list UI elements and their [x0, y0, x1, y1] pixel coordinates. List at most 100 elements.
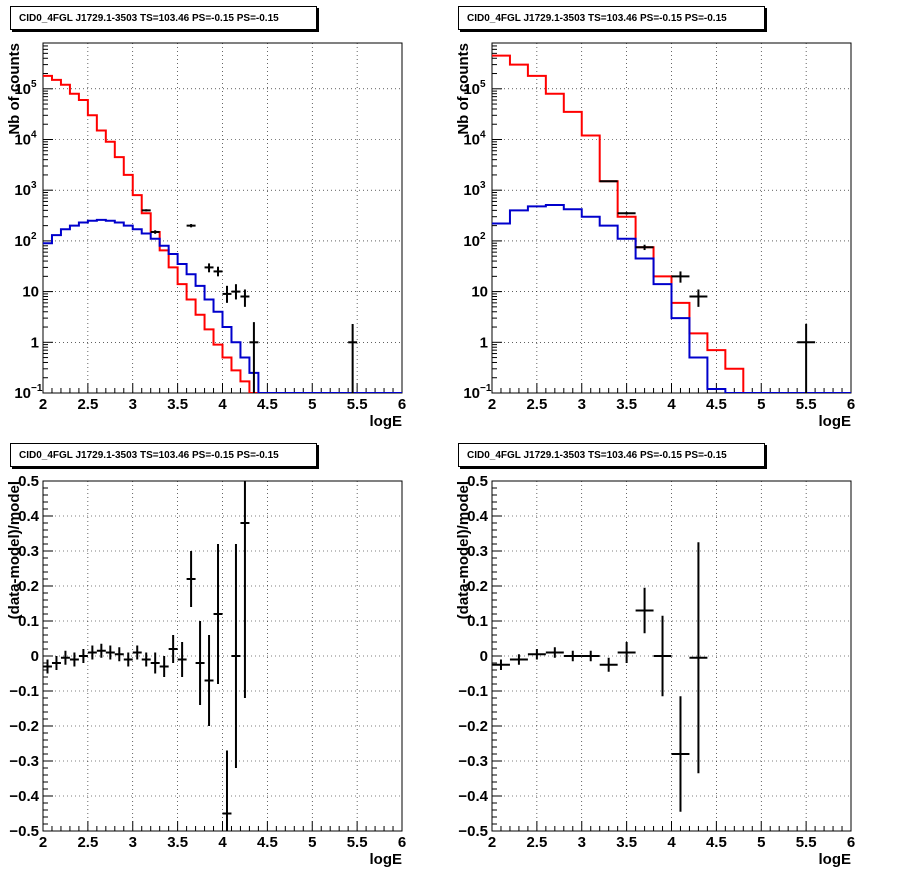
residual-point: [177, 642, 187, 677]
data-point: [689, 289, 708, 307]
residual-point: [563, 650, 582, 662]
y-tick-label: −0.5: [458, 823, 488, 840]
data-point: [141, 209, 151, 212]
x-tick-label: 4.5: [257, 396, 278, 413]
residual-point: [96, 643, 106, 658]
x-tick-label: 2.5: [526, 396, 547, 413]
x-tick-label: 3.5: [167, 396, 188, 413]
x-tick-label: 4: [218, 396, 227, 413]
residual-point: [689, 542, 708, 774]
x-tick-label: 2: [39, 396, 47, 413]
data-point: [240, 289, 250, 307]
y-tick-label: 10: [14, 131, 31, 148]
x-axis-label: logE: [370, 851, 403, 868]
x-tick-label: 3: [129, 396, 137, 413]
y-tick-label: −0.3: [458, 753, 488, 770]
y-tick-label: 0.3: [18, 543, 39, 560]
histogram-series-2: [492, 204, 851, 393]
residual-point: [186, 551, 196, 607]
x-tick-label: 6: [847, 834, 855, 851]
data-point: [204, 263, 214, 273]
x-tick-label: 5.5: [796, 396, 817, 413]
data-point: [348, 323, 358, 393]
x-tick-label: 2: [488, 396, 496, 413]
x-tick-label: 5: [757, 396, 765, 413]
y-axis-label: (data-model)/model: [6, 481, 23, 619]
y-tick-label: 0.3: [467, 543, 488, 560]
x-axis-label: logE: [370, 413, 403, 430]
residual-point: [204, 635, 214, 726]
y-tick-label: 10: [463, 385, 480, 402]
y-tick-label: 0.5: [18, 473, 39, 490]
y-tick-label: 0.5: [467, 473, 488, 490]
y-tick-label: −0.4: [458, 788, 488, 805]
data-point: [671, 271, 690, 283]
residual-point: [60, 650, 70, 665]
y-tick-label: 0: [31, 648, 39, 665]
x-tick-label: 2.5: [526, 834, 547, 851]
y-tick-label: 10: [463, 131, 480, 148]
residual-point: [69, 652, 79, 667]
x-tick-label: 4.5: [706, 396, 727, 413]
x-tick-label: 3: [129, 834, 137, 851]
panel-1-title: CID0_4FGL J1729.1-3503 TS=103.46 PS=-0.1…: [10, 6, 317, 30]
x-tick-label: 6: [398, 396, 406, 413]
y-tick-label: 10: [14, 81, 31, 98]
y-tick-exponent: 3: [480, 180, 486, 191]
residual-point: [150, 652, 160, 674]
y-tick-label: −0.2: [458, 718, 488, 735]
y-tick-label: 10: [14, 385, 31, 402]
x-tick-label: 4: [667, 396, 676, 413]
y-tick-label: −0.5: [9, 823, 39, 840]
x-tick-label: 6: [398, 834, 406, 851]
y-tick-exponent: 4: [480, 129, 486, 140]
x-axis-label: logE: [819, 413, 852, 430]
residual-point: [545, 647, 564, 658]
y-tick-exponent: 5: [480, 79, 486, 90]
y-tick-label: −0.2: [9, 718, 39, 735]
data-point: [222, 285, 232, 303]
residual-point: [51, 656, 61, 670]
y-tick-label: 10: [471, 284, 488, 301]
residual-point: [231, 544, 241, 768]
data-point: [213, 266, 223, 277]
y-tick-label: −0.1: [458, 683, 488, 700]
data-point: [186, 224, 196, 228]
y-tick-exponent: 4: [31, 129, 37, 140]
y-tick-label: 0.1: [467, 613, 488, 630]
data-point: [150, 230, 160, 234]
x-tick-label: 2: [488, 834, 496, 851]
x-tick-label: 3.5: [616, 834, 637, 851]
residual-point: [141, 652, 151, 667]
x-tick-label: 5.5: [796, 834, 817, 851]
x-tick-label: 5: [308, 834, 316, 851]
residual-point: [159, 656, 169, 677]
x-tick-label: 4.5: [257, 834, 278, 851]
y-tick-label: 0.4: [18, 508, 40, 525]
residual-point: [132, 645, 142, 660]
y-tick-label: −0.4: [9, 788, 39, 805]
y-tick-exponent: 2: [480, 231, 486, 242]
x-tick-label: 4: [218, 834, 227, 851]
y-tick-label: 1: [31, 334, 39, 351]
x-tick-label: 3.5: [616, 396, 637, 413]
y-tick-label: 10: [463, 182, 480, 199]
y-tick-label: 0.2: [18, 578, 39, 595]
data-point: [231, 284, 241, 300]
x-tick-label: 3: [578, 396, 586, 413]
plot-area: [43, 74, 402, 393]
residual-point: [87, 645, 97, 660]
x-tick-label: 6: [847, 396, 855, 413]
y-tick-exponent: 2: [31, 231, 37, 242]
residual-point: [123, 652, 133, 667]
data-point: [617, 212, 636, 215]
y-tick-label: 10: [463, 233, 480, 250]
x-tick-label: 3.5: [167, 834, 188, 851]
x-tick-label: 2: [39, 834, 47, 851]
x-tick-label: 2.5: [77, 834, 98, 851]
residual-point: [671, 696, 690, 812]
